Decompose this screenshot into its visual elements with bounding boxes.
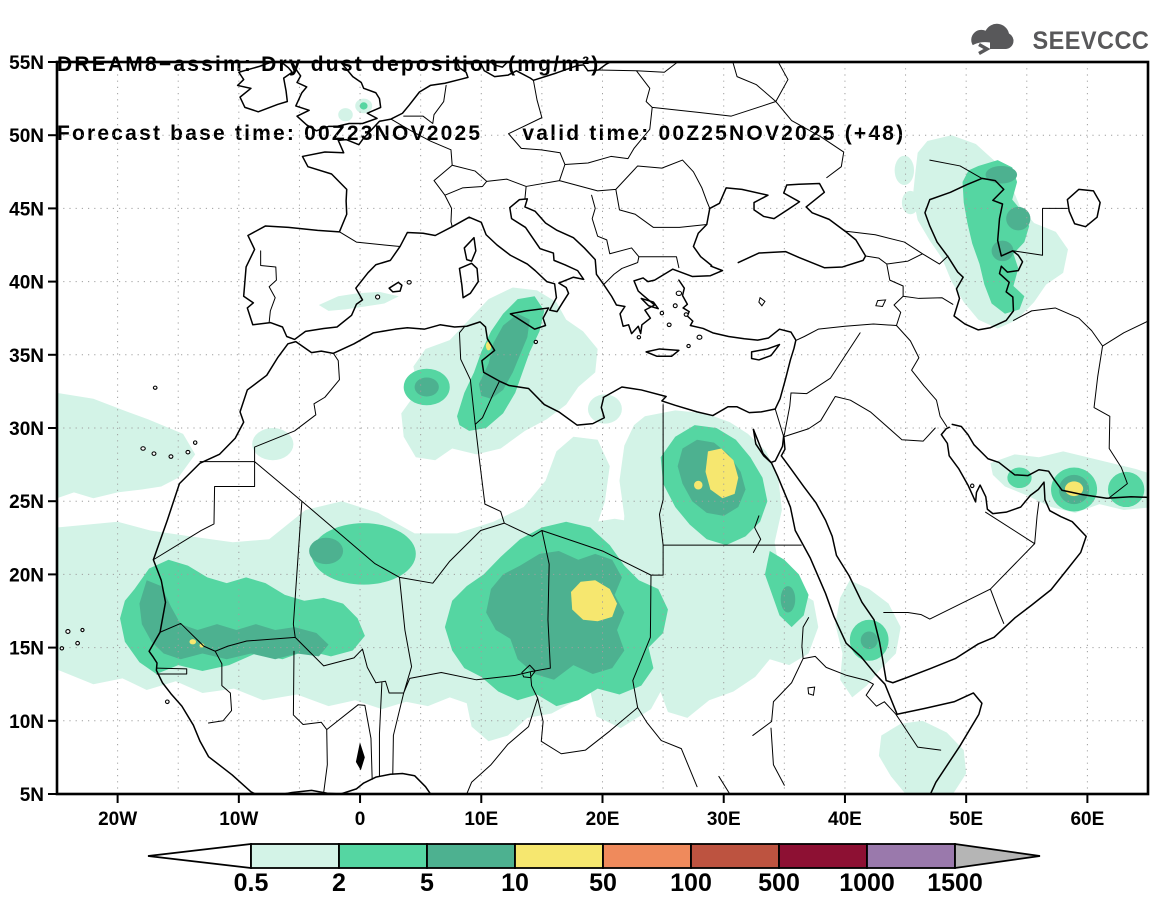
y-tick-label: 45N [9,199,44,220]
x-tick-label: 40E [828,809,862,830]
colorbar-tick-label: 500 [758,869,800,897]
coastlines [149,62,1155,795]
colorbar-segment [426,843,516,869]
country-borders [153,62,1148,794]
colorbar-left-arrow [147,842,252,870]
y-tick-label: 10N [9,712,44,733]
x-tick-label: 20W [98,809,137,830]
y-tick-label: 25N [9,492,44,513]
x-tick-label: 30E [707,809,741,830]
colorbar-tick-label: 1500 [927,869,983,897]
colorbar-tick-label: 10 [501,869,529,897]
islands [60,238,974,704]
title-block: DREAM8−assim: Dry dust deposition (mg/m²… [57,7,905,191]
y-tick-label: 55N [9,53,44,74]
cloud-logo-icon [963,23,1014,56]
colorbar-segment [338,843,428,869]
x-tick-label: 10E [464,809,498,830]
colorbar: 0.5 2 5 10 50 100 500 1000 1500 [147,842,1041,897]
colorbar-segment [778,843,868,869]
y-tick-label: 50N [9,126,44,147]
small-island-dots [60,281,974,704]
y-tick-label: 30N [9,419,44,440]
graticule-gridlines [57,62,1148,794]
y-tick-label: 20N [9,565,44,586]
y-tick-label: 15N [9,639,44,660]
x-tick-label: 0 [355,809,366,830]
lakes [356,298,885,769]
colorbar-segment [514,843,604,869]
colorbar-segment [690,843,780,869]
logo-text: SEEVCCC [1032,27,1149,55]
colorbar-segment [250,843,340,869]
y-tick-label: 5N [20,785,44,806]
dust-level-10 [189,341,1084,648]
colorbar-tick-label: 0.5 [234,869,269,897]
colorbar-tick-label: 5 [420,869,434,897]
colorbar-segment [866,843,956,869]
colorbar-tick-label: 2 [332,869,346,897]
colorbar-right-arrow [954,842,1041,870]
forecast-time-subtitle: Forecast base time: 00Z23NOV2025 valid t… [57,122,906,145]
seevccc-logo: SEEVCCC [962,20,1149,56]
x-tick-label: 60E [1070,809,1104,830]
x-tick-label: 50E [949,809,983,830]
colorbar-tick-label: 1000 [839,869,895,897]
x-tick-label: 10W [219,809,258,830]
x-axis: 20W 10W 0 10E 20E 30E 40E 50E 60E [98,794,1104,830]
x-tick-label: 20E [586,809,620,830]
page-title: DREAM8−assim: Dry dust deposition (mg/m²… [57,53,601,76]
colorbar-tick-label: 100 [670,869,712,897]
y-tick-label: 35N [9,346,44,367]
colorbar-segment [602,843,692,869]
y-tick-label: 40N [9,273,44,294]
colorbar-tick-label: 50 [589,869,617,897]
dust-level-2 [120,102,1145,707]
y-axis: 55N 50N 45N 40N 35N 30N 25N 20N 15N 10N 5N [9,53,57,806]
